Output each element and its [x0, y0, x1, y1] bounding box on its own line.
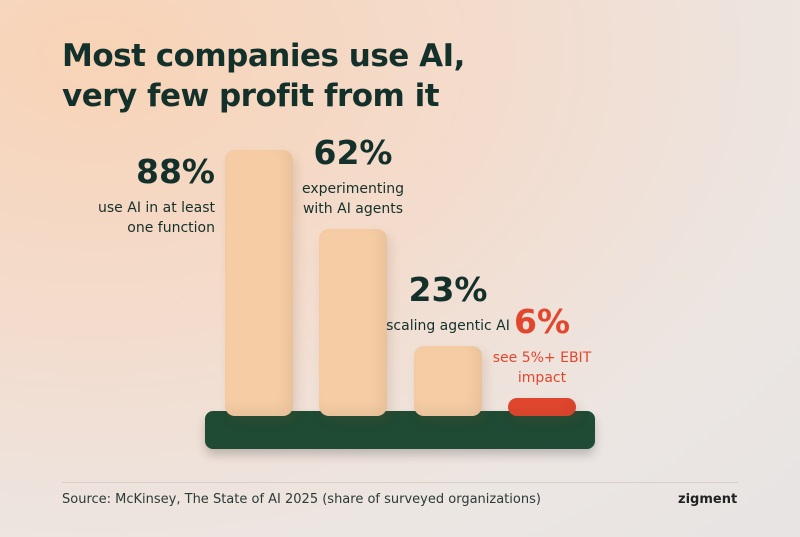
data-label: 6% see 5%+ EBIT impact [477, 302, 607, 388]
chart-title: Most companies use AI, very few profit f… [62, 38, 465, 114]
value-label: 23% [408, 270, 488, 310]
value-label: 62% [313, 132, 393, 172]
bar [319, 228, 387, 416]
bar-base [205, 411, 595, 449]
value-label: 88% [136, 152, 215, 191]
bar [225, 150, 293, 416]
category-label: scaling agentic AI [386, 318, 510, 335]
bar [508, 397, 576, 416]
category-label: see 5%+ EBIT impact [492, 349, 592, 386]
separator [62, 482, 738, 483]
data-label: 62% experimenting with AI agents [288, 133, 418, 219]
source-note: Source: McKinsey, The State of AI 2025 (… [62, 492, 541, 507]
category-label: use AI in at least one function [98, 200, 215, 236]
value-label: 6% [513, 301, 571, 341]
data-label: 88% use AI in at least one function [95, 152, 215, 238]
data-label: 23% scaling agentic AI [383, 270, 513, 336]
bar [414, 346, 482, 416]
category-label: experimenting with AI agents [301, 180, 405, 217]
brand-logo: zigment [678, 492, 738, 507]
